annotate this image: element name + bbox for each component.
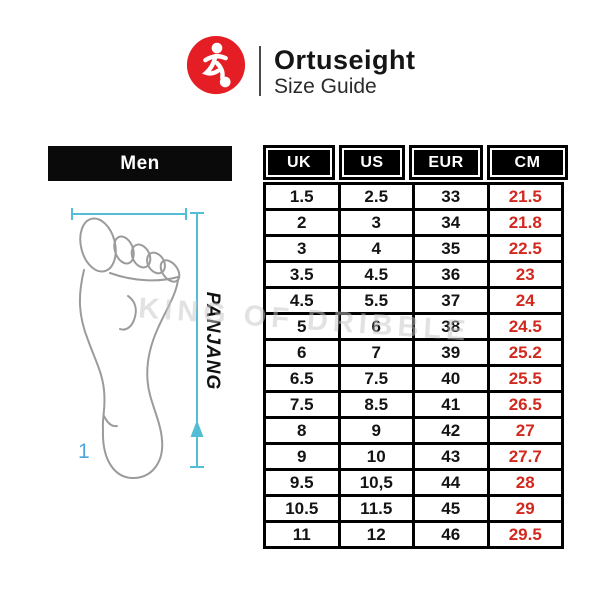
table-row: 11 12 46 29.5 — [263, 520, 564, 549]
table-row: 3.5 4.5 36 23 — [263, 260, 564, 289]
cell-us: 12 — [337, 520, 415, 549]
cell-uk: 5 — [263, 312, 341, 341]
cell-cm: 21.8 — [486, 208, 564, 237]
footnote-marker: 1 — [78, 440, 90, 463]
cell-uk: 9.5 — [263, 468, 341, 497]
cell-uk: 7.5 — [263, 390, 341, 419]
table-row: 4.5 5.5 37 24 — [263, 286, 564, 315]
cell-cm: 24 — [486, 286, 564, 315]
cell-eur: 42 — [412, 416, 490, 445]
column-header-eur: EUR — [409, 145, 483, 180]
table-row: 1.5 2.5 33 21.5 — [263, 182, 564, 211]
size-table-header-row: UK US EUR CM — [263, 145, 568, 180]
cell-cm: 27 — [486, 416, 564, 445]
table-row: 9.5 10,5 44 28 — [263, 468, 564, 497]
cell-cm: 24.5 — [486, 312, 564, 341]
cell-uk: 10.5 — [263, 494, 341, 523]
length-dimension-label: PANJANG — [202, 291, 223, 391]
cell-uk: 3 — [263, 234, 341, 263]
cell-us: 11.5 — [337, 494, 415, 523]
cell-cm: 27.7 — [486, 442, 564, 471]
table-row: 7.5 8.5 41 26.5 — [263, 390, 564, 419]
size-table-rows: 1.5 2.5 33 21.5 2 3 34 21.8 3 4 35 22.5 3.5 4.5 36 23 4.… — [263, 182, 564, 549]
column-header-us: US — [339, 145, 405, 180]
cell-us: 7.5 — [337, 364, 415, 393]
foot-sole-illustration — [71, 208, 204, 480]
cell-eur: 45 — [412, 494, 490, 523]
column-header-label: UK — [266, 148, 332, 177]
cell-eur: 34 — [412, 208, 490, 237]
cell-eur: 38 — [412, 312, 490, 341]
cell-us: 4.5 — [337, 260, 415, 289]
cell-uk: 2 — [263, 208, 341, 237]
cell-uk: 6.5 — [263, 364, 341, 393]
cell-uk: 11 — [263, 520, 341, 549]
column-header-label: CM — [490, 148, 565, 177]
column-header-label: US — [342, 148, 402, 177]
table-row: 5 6 38 24.5 — [263, 312, 564, 341]
cell-cm: 25.2 — [486, 338, 564, 367]
cell-us: 10,5 — [337, 468, 415, 497]
cell-us: 10 — [337, 442, 415, 471]
ortuseight-logo-icon — [185, 34, 247, 96]
table-row: 3 4 35 22.5 — [263, 234, 564, 263]
cell-cm: 25.5 — [486, 364, 564, 393]
cell-uk: 9 — [263, 442, 341, 471]
column-header-label: EUR — [412, 148, 480, 177]
cell-eur: 40 — [412, 364, 490, 393]
table-row: 2 3 34 21.8 — [263, 208, 564, 237]
cell-uk: 6 — [263, 338, 341, 367]
cell-cm: 26.5 — [486, 390, 564, 419]
cell-eur: 46 — [412, 520, 490, 549]
cell-eur: 41 — [412, 390, 490, 419]
table-row: 6 7 39 25.2 — [263, 338, 564, 367]
cell-cm: 21.5 — [486, 182, 564, 211]
cell-eur: 35 — [412, 234, 490, 263]
table-row: 10.5 11.5 45 29 — [263, 494, 564, 523]
cell-us: 6 — [337, 312, 415, 341]
cell-eur: 43 — [412, 442, 490, 471]
up-arrow-icon — [190, 420, 204, 437]
brand-divider — [259, 46, 261, 96]
cell-us: 2.5 — [337, 182, 415, 211]
brand-name: Ortuseight — [274, 45, 416, 75]
cell-us: 4 — [337, 234, 415, 263]
cell-us: 3 — [337, 208, 415, 237]
cell-eur: 37 — [412, 286, 490, 315]
size-table-body: 1.5 2.5 33 21.5 2 3 34 21.8 3 4 35 22.5 3.5 4.5 36 23 4.… — [263, 182, 564, 549]
cell-cm: 29.5 — [486, 520, 564, 549]
column-header-cm: CM — [487, 145, 568, 180]
cell-cm: 22.5 — [486, 234, 564, 263]
cell-us: 8.5 — [337, 390, 415, 419]
cell-us: 5.5 — [337, 286, 415, 315]
page-title: Size Guide — [274, 75, 377, 98]
cell-eur: 39 — [412, 338, 490, 367]
column-header-uk: UK — [263, 145, 335, 180]
cell-uk: 8 — [263, 416, 341, 445]
cell-uk: 3.5 — [263, 260, 341, 289]
cell-cm: 28 — [486, 468, 564, 497]
table-row: 9 10 43 27.7 — [263, 442, 564, 471]
cell-eur: 36 — [412, 260, 490, 289]
cell-uk: 4.5 — [263, 286, 341, 315]
cell-us: 7 — [337, 338, 415, 367]
table-row: 6.5 7.5 40 25.5 — [263, 364, 564, 393]
category-header-men: Men — [48, 146, 232, 181]
cell-eur: 33 — [412, 182, 490, 211]
cell-cm: 23 — [486, 260, 564, 289]
cell-us: 9 — [337, 416, 415, 445]
cell-cm: 29 — [486, 494, 564, 523]
size-table: UK US EUR CM 1.5 2.5 33 21.5 2 3 34 21.8 3 4 35 22.5 3.… — [263, 145, 568, 549]
cell-eur: 44 — [412, 468, 490, 497]
table-row: 8 9 42 27 — [263, 416, 564, 445]
cell-uk: 1.5 — [263, 182, 341, 211]
